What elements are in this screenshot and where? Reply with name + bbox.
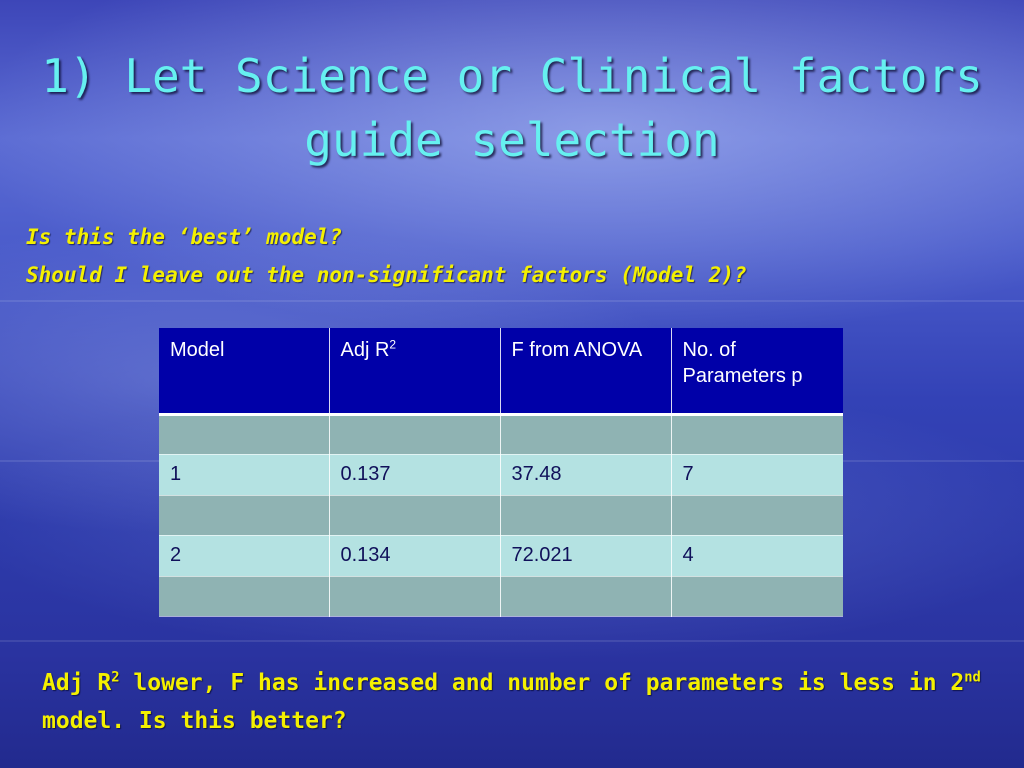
- table-header-row: Model Adj R2 F from ANOVA No. of Paramet…: [159, 328, 843, 416]
- table-row: 2 0.134 72.021 4: [159, 535, 843, 577]
- cell-params: [671, 414, 843, 455]
- cell-model: [159, 414, 330, 455]
- cell-f: 72.021: [500, 535, 672, 577]
- cell-params: [671, 495, 843, 536]
- conclusion-part-1: Adj R: [42, 670, 112, 696]
- table-row: [159, 414, 843, 455]
- model-comparison-table: Model Adj R2 F from ANOVA No. of Paramet…: [159, 328, 843, 617]
- cell-model: 1: [159, 454, 330, 496]
- question-text: Is this the ‘best’ model? Should I leave…: [26, 218, 1006, 294]
- cell-model: [159, 576, 330, 617]
- header-adj-r2-label: Adj R: [340, 339, 390, 361]
- cell-adj-r2: 0.137: [329, 454, 501, 496]
- cell-params: 4: [671, 535, 843, 577]
- header-parameters: No. of Parameters p: [671, 328, 843, 416]
- cell-f: 37.48: [500, 454, 672, 496]
- conclusion-sup-1: 2: [111, 669, 120, 686]
- question-line-1: Is this the ‘best’ model?: [26, 225, 343, 249]
- header-adj-r2-sup: 2: [389, 337, 397, 352]
- conclusion-sup-2: nd: [964, 669, 981, 686]
- conclusion-part-3: model. Is this better?: [42, 708, 347, 734]
- background-wave: [0, 300, 1024, 302]
- conclusion-text: Adj R2 lower, F has increased and number…: [42, 664, 1002, 740]
- header-adj-r2: Adj R2: [329, 328, 501, 416]
- slide-title: 1) Let Science or Clinical factors guide…: [41, 49, 983, 167]
- cell-adj-r2: [329, 495, 501, 536]
- cell-model: 2: [159, 535, 330, 577]
- header-model: Model: [159, 328, 330, 416]
- table-row: [159, 576, 843, 617]
- cell-f: [500, 495, 672, 536]
- cell-model: [159, 495, 330, 536]
- background-wave: [0, 640, 1024, 642]
- table-row: [159, 495, 843, 536]
- table-row: 1 0.137 37.48 7: [159, 454, 843, 496]
- cell-params: 7: [671, 454, 843, 496]
- header-f-anova: F from ANOVA: [500, 328, 672, 416]
- question-line-2: Should I leave out the non-significant f…: [26, 263, 747, 287]
- cell-adj-r2: [329, 414, 501, 455]
- cell-adj-r2: [329, 576, 501, 617]
- cell-f: [500, 576, 672, 617]
- cell-f: [500, 414, 672, 455]
- cell-params: [671, 576, 843, 617]
- conclusion-part-2: lower, F has increased and number of par…: [119, 670, 965, 696]
- cell-adj-r2: 0.134: [329, 535, 501, 577]
